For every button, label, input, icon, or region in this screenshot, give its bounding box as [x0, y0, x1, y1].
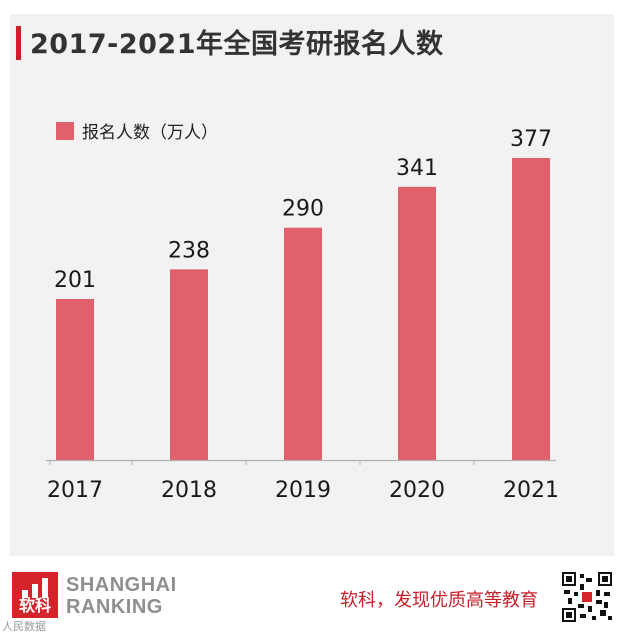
- bar-2021: [512, 158, 550, 460]
- bar-2020: [398, 186, 436, 460]
- shanghairanking-logo: 软科: [12, 572, 58, 618]
- bar-2018: [170, 269, 208, 460]
- x-tick-label-2020: 2020: [389, 478, 445, 503]
- watermark: 人民数据: [2, 620, 46, 633]
- bar-chart: 201 2017 238 2018 290 2019 341 2020 377 2021: [46, 127, 559, 503]
- legend: 报名人数（万人）: [56, 118, 218, 143]
- chart-title: 2017-2021年全国考研报名人数: [30, 29, 444, 60]
- title-accent-bar: [16, 26, 21, 60]
- data-label-2020: 341: [396, 156, 438, 181]
- logo-bars-icon: [22, 578, 48, 598]
- bar-2019: [284, 227, 322, 460]
- brand-name: SHANGHAI RANKING: [66, 574, 177, 618]
- logo-text: 软科: [18, 596, 51, 615]
- legend-swatch: [56, 121, 74, 140]
- brand-line-2: RANKING: [66, 596, 163, 618]
- brand-line-1: SHANGHAI: [66, 574, 177, 596]
- slogan: 软科，发现优质高等教育: [340, 590, 538, 611]
- legend-label: 报名人数（万人）: [82, 123, 218, 143]
- bar-2017: [56, 298, 94, 460]
- x-tick-label-2021: 2021: [503, 478, 559, 503]
- x-tick-label-2019: 2019: [275, 478, 331, 503]
- x-tick-label-2017: 2017: [47, 478, 103, 503]
- data-label-2017: 201: [54, 268, 96, 293]
- x-tick-label-2018: 2018: [161, 478, 217, 503]
- data-label-2021: 377: [510, 127, 552, 152]
- footer: 软科 SHANGHAI RANKING 软科，发现优质高等教育: [0, 556, 624, 638]
- data-label-2019: 290: [282, 197, 324, 222]
- qr-code-icon: [562, 572, 612, 622]
- data-label-2018: 238: [168, 238, 210, 263]
